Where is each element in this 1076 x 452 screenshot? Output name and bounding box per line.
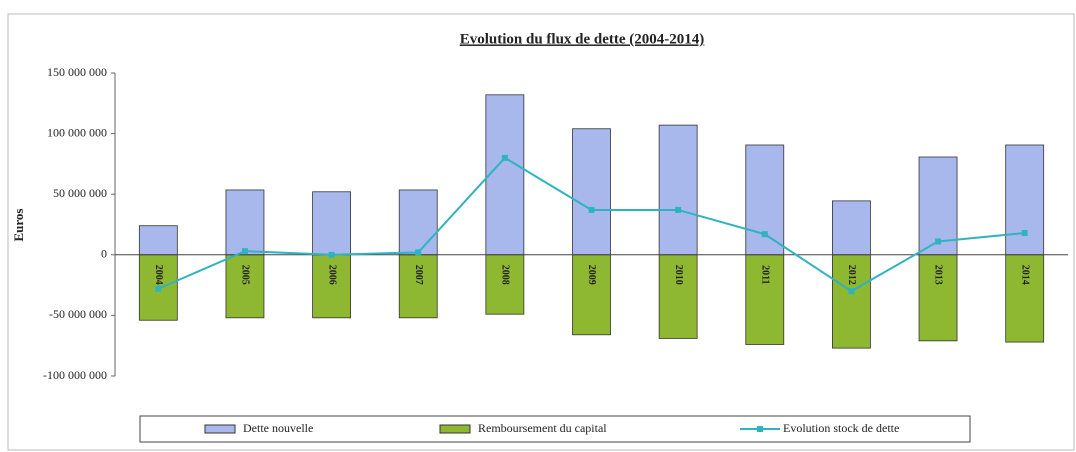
bar (572, 128, 611, 256)
bar (745, 254, 785, 345)
marker (588, 206, 595, 213)
legend-label: Evolution stock de dette (783, 421, 899, 435)
bar (312, 191, 351, 256)
marker (501, 154, 508, 161)
bar (1005, 254, 1045, 343)
y-tick-label: 150 000 000 (47, 65, 107, 79)
marker (155, 285, 162, 292)
bar (745, 144, 785, 256)
y-axis-label: Euros (11, 209, 26, 242)
y-tick-label: 0 (101, 247, 107, 261)
bar (485, 94, 525, 256)
x-tick-label: 2012 (846, 265, 857, 285)
legend-swatch (757, 426, 763, 432)
bar (398, 189, 438, 256)
bar (312, 254, 351, 319)
x-tick-label: 2013 (933, 265, 944, 285)
y-tick-label: 50 000 000 (53, 186, 107, 200)
bar (918, 254, 958, 342)
legend-swatch (204, 424, 236, 434)
marker (675, 206, 682, 213)
marker (415, 249, 422, 256)
bar (832, 200, 871, 256)
bar (1005, 144, 1045, 256)
marker (935, 238, 942, 245)
x-tick-label: 2009 (586, 265, 597, 285)
x-tick-label: 2004 (153, 265, 164, 285)
bar (138, 225, 178, 256)
x-tick-label: 2007 (413, 265, 424, 285)
legend-box (139, 415, 971, 443)
chart-title: Evolution du flux de dette (2004-2014) (460, 31, 705, 47)
bar (225, 254, 265, 319)
bar (398, 254, 438, 319)
x-tick-label: 2014 (1019, 265, 1030, 285)
x-tick-label: 2010 (673, 265, 684, 285)
bar (485, 254, 525, 315)
bar (658, 124, 698, 256)
marker (848, 288, 855, 295)
bar (658, 254, 698, 339)
marker (1021, 229, 1028, 236)
x-tick-label: 2005 (240, 265, 251, 285)
bar (832, 254, 871, 349)
y-tick-label: -100 000 000 (43, 368, 107, 382)
marker (761, 231, 768, 238)
legend-swatch (439, 424, 471, 434)
x-tick-label: 2006 (326, 265, 337, 285)
y-tick-label: -50 000 000 (49, 307, 107, 321)
y-tick-label: 100 000 000 (47, 125, 107, 139)
marker (328, 251, 335, 258)
x-tick-label: 2008 (500, 265, 511, 285)
legend-label: Remboursement du capital (478, 421, 607, 435)
marker (241, 248, 248, 255)
bar (225, 189, 265, 256)
legend-label: Dette nouvelle (243, 421, 313, 435)
chart-frame (7, 13, 1075, 451)
bar (572, 254, 611, 336)
x-tick-label: 2011 (759, 265, 770, 284)
